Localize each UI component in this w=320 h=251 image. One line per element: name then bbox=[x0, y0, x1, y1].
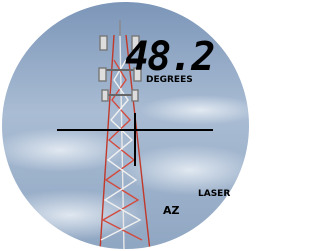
mode-label: AZ bbox=[163, 204, 180, 217]
unit-label: DEGREES bbox=[146, 75, 193, 85]
readout: 48.2 bbox=[125, 34, 214, 80]
viewfinder: 48.2 DEGREES LASER AZ bbox=[0, 0, 251, 251]
page: {"readout": "48.2", "unit": "DEGREES", "… bbox=[0, 0, 251, 251]
status-label: LASER bbox=[198, 189, 230, 199]
